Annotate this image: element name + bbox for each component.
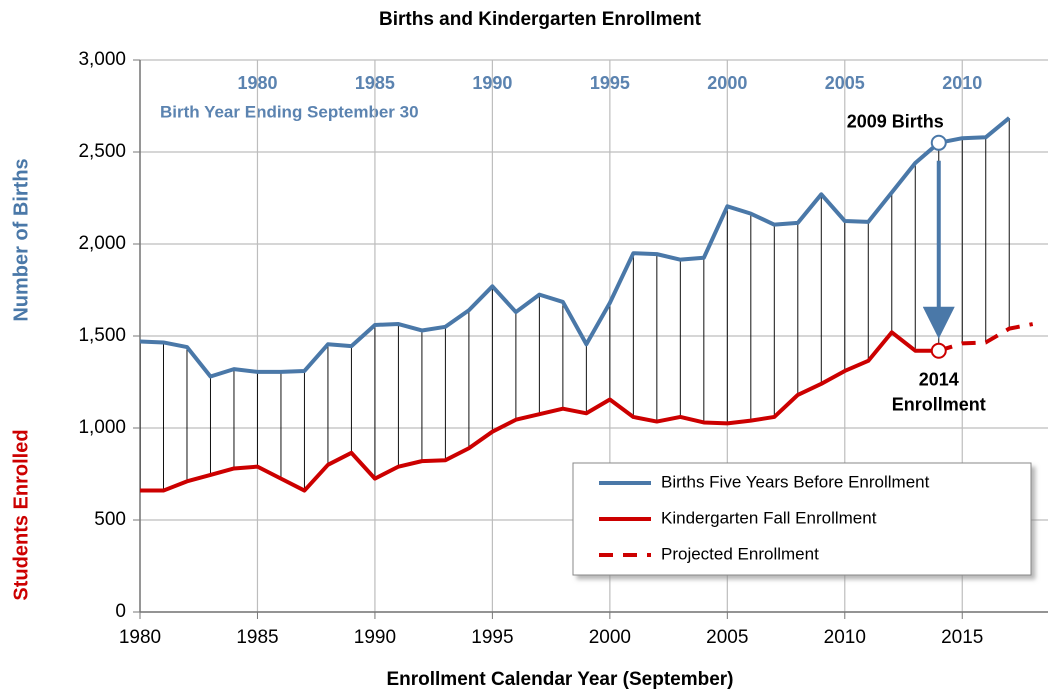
legend-label: Kindergarten Fall Enrollment <box>661 508 877 527</box>
highlight-point <box>930 342 947 359</box>
chart-title: Births and Kindergarten Enrollment <box>379 9 702 30</box>
x-tick-label: 1985 <box>236 627 278 648</box>
top-tick-label: 1990 <box>472 73 512 93</box>
x-tick-label: 1995 <box>471 627 513 648</box>
legend-label: Projected Enrollment <box>661 544 819 563</box>
legend-label: Births Five Years Before Enrollment <box>661 472 930 491</box>
x-tick-label: 1990 <box>354 627 396 648</box>
top-tick-label: 2010 <box>942 73 982 93</box>
x-tick-label: 2000 <box>589 627 631 648</box>
y-axis-label: Number of Births <box>10 158 32 321</box>
y-tick-label: 500 <box>94 509 126 530</box>
top-tick-label: 1995 <box>590 73 630 93</box>
foreground: 0 500 1,000 1,500 2,000 2,500 3,000 1980 1985 199… <box>78 49 1032 648</box>
series-line <box>140 116 1011 379</box>
x-tick-label: 2015 <box>941 627 983 648</box>
annotation: Enrollment <box>892 394 986 414</box>
y-tick-label: 1,000 <box>78 417 126 438</box>
annotation: 2009 Births <box>847 112 944 132</box>
top-tick-label: 2005 <box>825 73 865 93</box>
top-tick-label: 1980 <box>237 73 277 93</box>
annotation: 2014 <box>919 369 959 389</box>
top-axis-label: Birth Year Ending September 30 <box>160 102 419 121</box>
y-tick-label: 1,500 <box>78 325 126 346</box>
y-axis-label-2: Students Enrolled <box>10 429 32 600</box>
y-tick-label: 0 <box>115 601 126 622</box>
top-tick-label: 1985 <box>355 73 395 93</box>
y-tick-label: 3,000 <box>78 49 126 70</box>
series-line <box>938 322 1034 353</box>
plot-area <box>140 116 1034 493</box>
y-tick-label: 2,500 <box>78 141 126 162</box>
top-tick-label: 2000 <box>707 73 747 93</box>
x-tick-label: 2005 <box>706 627 748 648</box>
y-tick-label: 2,000 <box>78 233 126 254</box>
x-tick-label: 1980 <box>119 627 161 648</box>
x-tick-label: 2010 <box>824 627 866 648</box>
series-line <box>140 330 939 493</box>
highlight-point <box>930 134 947 151</box>
x-axis-label: Enrollment Calendar Year (September) <box>386 669 733 690</box>
